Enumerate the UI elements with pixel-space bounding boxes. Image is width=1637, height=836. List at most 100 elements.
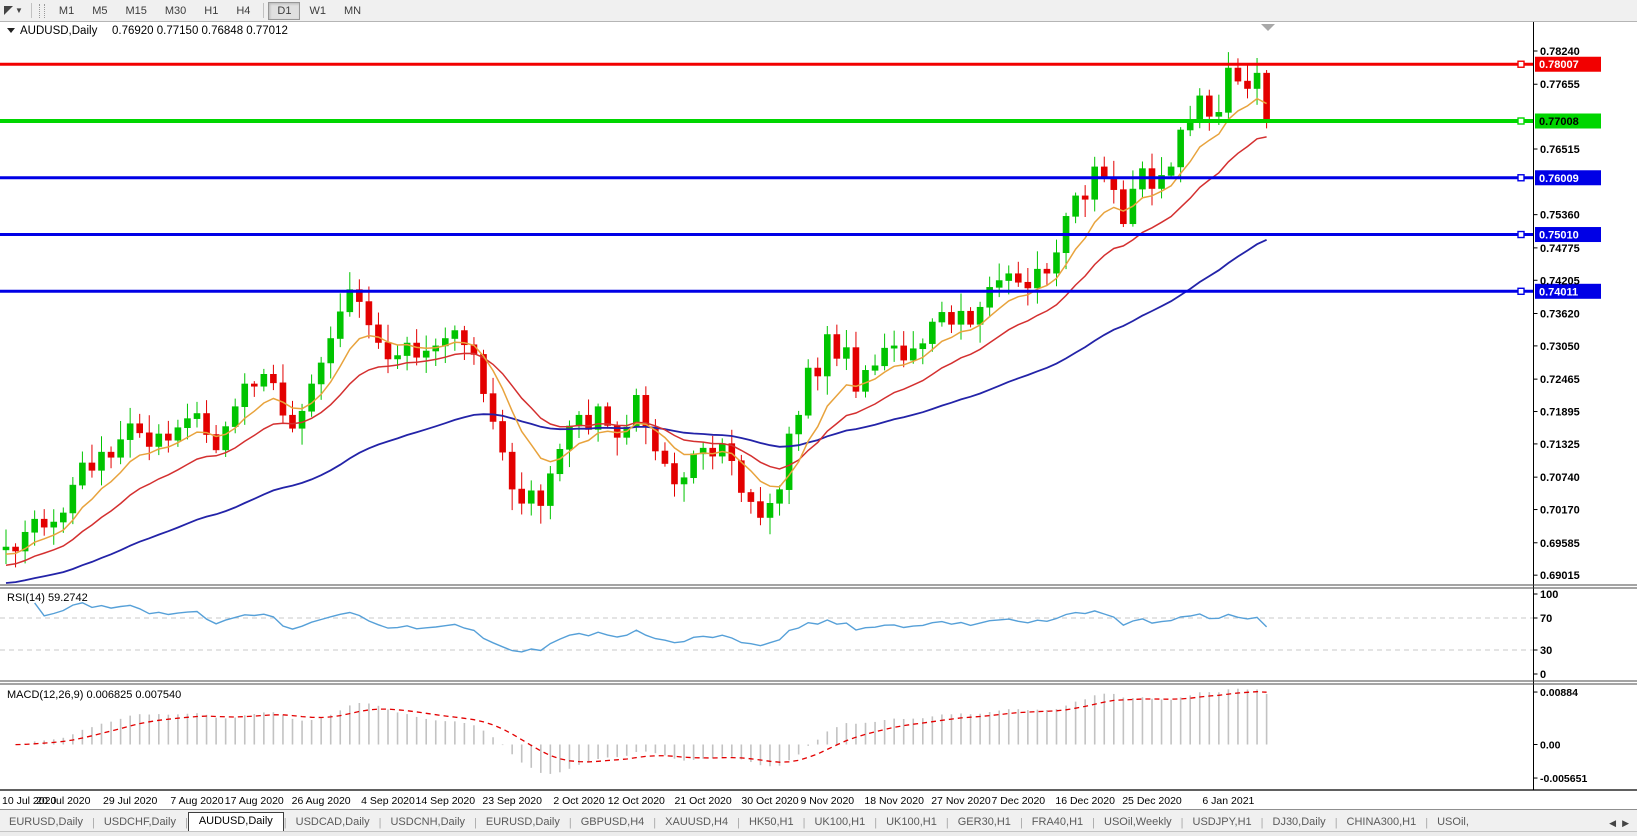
candle-body	[929, 321, 936, 344]
price-tick-label: 0.73620	[1540, 309, 1580, 321]
candle	[547, 465, 554, 520]
chart-tab-fra40-h1[interactable]: FRA40,H1	[1031, 816, 1084, 828]
candle-body	[852, 347, 860, 392]
ma-mid-line	[5, 136, 1267, 567]
horizontal-line-0.77008[interactable]	[0, 117, 1534, 125]
timeframe-button-mn[interactable]: MN	[343, 4, 362, 17]
chart-shift-icon[interactable]	[1261, 24, 1275, 31]
horizontal-line-0.74011[interactable]	[0, 287, 1534, 295]
candle	[69, 477, 77, 525]
chart-tab-usdchf-daily[interactable]: USDCHF,Daily	[103, 816, 176, 828]
candle-body	[1110, 177, 1118, 190]
chart-tab-eurusd-daily[interactable]: EURUSD,Daily	[9, 816, 83, 828]
line-handle[interactable]	[1517, 60, 1525, 68]
candle	[40, 509, 48, 536]
tab-divider: |	[1019, 817, 1023, 829]
timeframe-button-m5[interactable]: M5	[92, 4, 108, 17]
timeframe-button-h1[interactable]: H1	[204, 4, 219, 17]
chart-tab-usoil-[interactable]: USOil,	[1437, 816, 1469, 828]
chart-tab-bar: EURUSD,Daily | USDCHF,Daily | AUDUSD,Daily | U…	[0, 809, 1637, 832]
candle-body	[1091, 166, 1098, 200]
candle-body	[289, 414, 296, 429]
chart-tab-gbpusd-h4[interactable]: GBPUSD,H4	[580, 816, 645, 828]
tab-scroll-left-icon[interactable]: ◀	[1609, 818, 1617, 828]
candle-body	[270, 374, 277, 384]
chart-tab-usoil-weekly[interactable]: USOil,Weekly	[1104, 816, 1172, 828]
chart-tab-ger30-h1[interactable]: GER30,H1	[957, 816, 1011, 828]
candle	[948, 305, 955, 334]
candle-body	[995, 280, 1003, 288]
candle	[212, 425, 220, 454]
tab-divider: |	[1260, 817, 1264, 829]
tab-divider: |	[474, 817, 477, 829]
candle	[1206, 89, 1213, 131]
collapse-triangle-icon[interactable]	[7, 28, 15, 33]
chart-tab-uk100-h1[interactable]: UK100,H1	[814, 816, 866, 828]
line-handle[interactable]	[1517, 117, 1525, 125]
rsi-panel: RSI(14) 59.2742	[0, 592, 1534, 653]
candle-body	[50, 521, 58, 528]
chart-tab-usdcnh-daily[interactable]: USDCNH,Daily	[390, 816, 466, 828]
date-axis-label: 20 Jul 2020	[36, 795, 90, 807]
toolbar-grip-handle[interactable]	[38, 3, 45, 18]
candle-body	[1263, 72, 1270, 122]
candle	[890, 330, 898, 362]
horizontal-line-0.78007[interactable]	[0, 60, 1534, 68]
chart-tab-eurusd-daily[interactable]: EURUSD,Daily	[485, 816, 560, 828]
candle-body	[422, 350, 430, 358]
candle-body	[145, 432, 153, 447]
price-badge-bg	[1535, 227, 1601, 243]
line-handle[interactable]	[1517, 230, 1525, 239]
chart-tab-dj30-daily[interactable]: DJ30,Daily	[1272, 816, 1326, 828]
cursor-tool-icon[interactable]	[4, 6, 13, 15]
horizontal-line-0.76009[interactable]	[0, 174, 1534, 182]
date-axis-label: 18 Nov 2020	[864, 795, 924, 807]
timeframe-button-d1[interactable]: D1	[268, 1, 301, 20]
candle-body	[69, 484, 77, 514]
candle	[298, 403, 306, 445]
chart-tab-hk50-h1[interactable]: HK50,H1	[748, 816, 794, 828]
tab-divider: |	[737, 817, 740, 829]
chart-tab-china300-h1[interactable]: CHINA300,H1	[1346, 816, 1417, 828]
candle-body	[356, 289, 363, 302]
candle-body	[241, 383, 249, 407]
chart-tab-usdcad-daily[interactable]: USDCAD,Daily	[295, 816, 370, 828]
horizontal-line-0.75010[interactable]	[0, 230, 1534, 239]
timeframe-button-m1[interactable]: M1	[58, 4, 75, 17]
candle-body	[804, 367, 812, 416]
timeframe-button-h4[interactable]: H4	[236, 4, 251, 17]
price-tick-label: 0.72465	[1540, 374, 1580, 386]
line-handle[interactable]	[1517, 174, 1525, 182]
candle-body	[508, 451, 516, 490]
tab-scroll-right-icon[interactable]: ▶	[1622, 818, 1629, 828]
price-tick-label: 0.71895	[1540, 407, 1580, 419]
candle	[21, 520, 29, 564]
candle	[986, 276, 993, 318]
line-handle[interactable]	[1517, 287, 1525, 295]
rsi-tick-label: 100	[1540, 589, 1558, 601]
price-badge-bg	[1535, 113, 1601, 129]
candle-body	[1081, 195, 1089, 200]
candle	[136, 413, 143, 438]
tab-divider: |	[874, 817, 878, 829]
chart-tab-usdjpy-h1[interactable]: USDJPY,H1	[1192, 816, 1252, 828]
candle	[661, 442, 669, 467]
candle-body	[871, 365, 879, 371]
date-axis-label: 17 Aug 2020	[225, 795, 284, 807]
timeframe-button-m30[interactable]: M30	[164, 4, 187, 17]
chart-tab-uk100-h1[interactable]: UK100,H1	[886, 816, 937, 828]
candle	[289, 400, 296, 433]
candle-body	[165, 433, 172, 441]
chart-tab-audusd-daily[interactable]: AUDUSD,Daily	[187, 812, 284, 832]
timeframe-button-w1[interactable]: W1	[309, 4, 326, 17]
date-axis-label: 7 Aug 2020	[170, 795, 223, 807]
chevron-down-icon[interactable]: ▼	[15, 6, 23, 15]
candle-body	[327, 338, 335, 364]
date-axis-label: 30 Oct 2020	[741, 795, 798, 807]
chart-tab-xauusd-h4[interactable]: XAUUSD,H4	[665, 816, 729, 828]
candle	[1043, 263, 1051, 286]
candle-body	[833, 334, 841, 359]
candle-body	[21, 531, 29, 552]
timeframe-button-m15[interactable]: M15	[125, 4, 147, 17]
